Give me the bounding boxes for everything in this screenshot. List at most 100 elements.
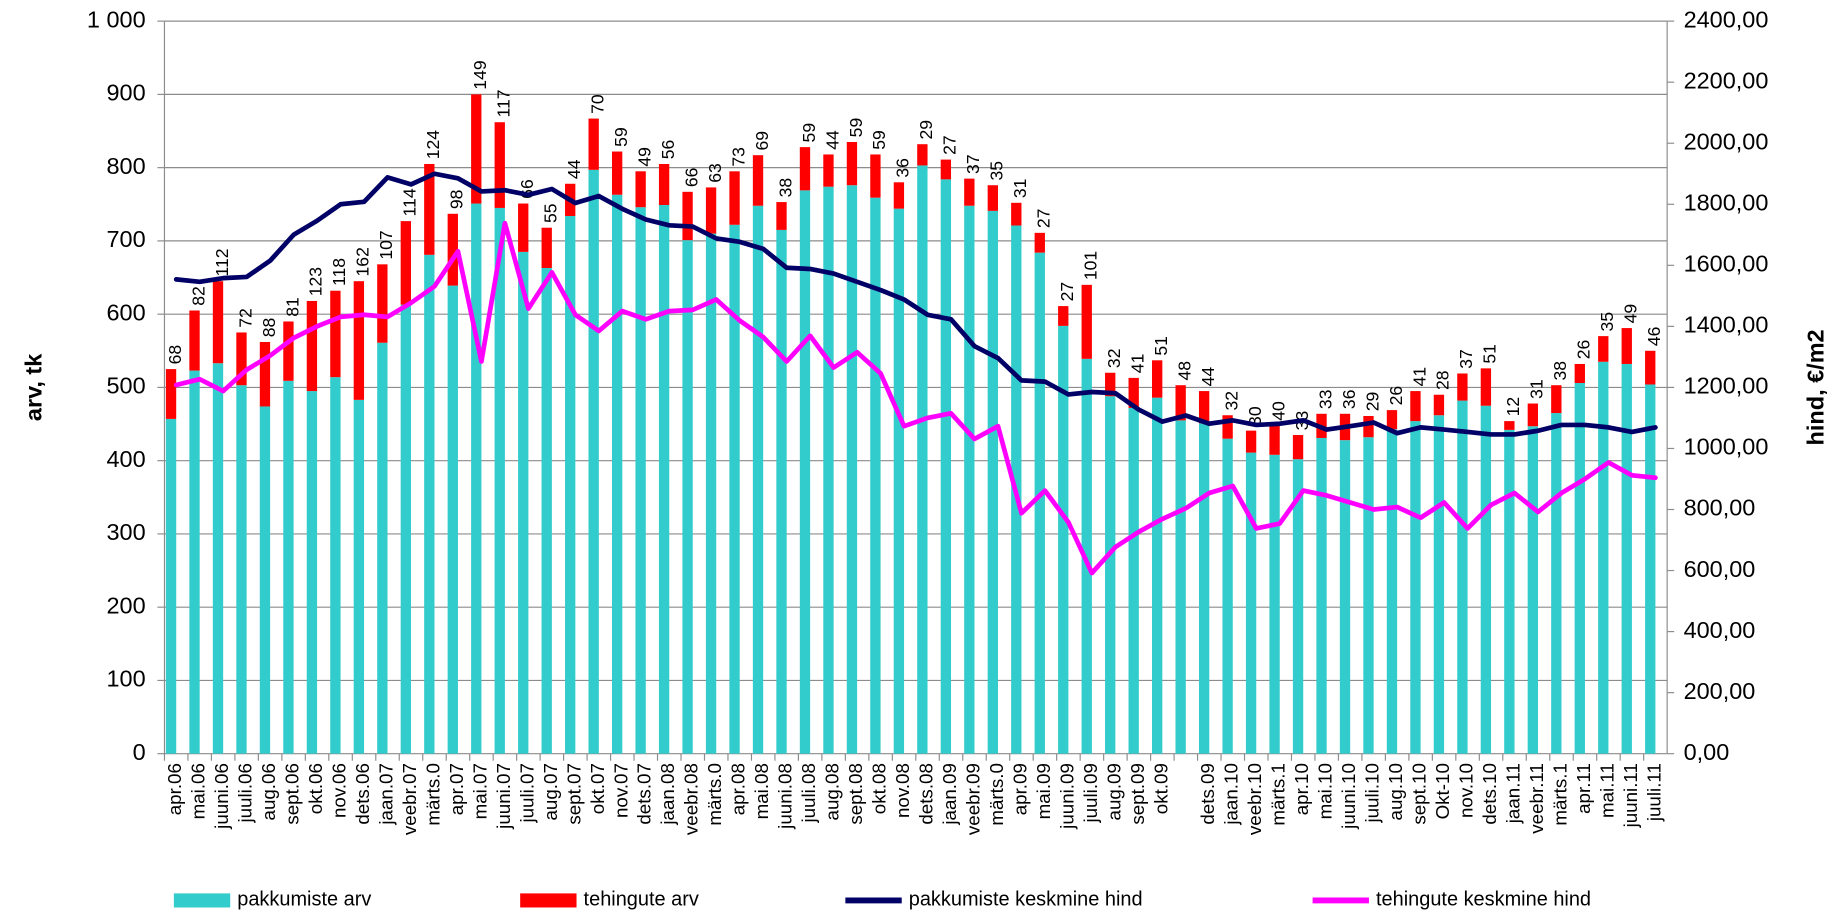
x-tick-label: aug.08 bbox=[822, 763, 843, 820]
bar bbox=[236, 332, 247, 386]
x-tick-label: apr.09 bbox=[1009, 763, 1030, 815]
bar bbox=[1410, 391, 1421, 422]
bar bbox=[424, 254, 435, 754]
x-tick-label: nov.07 bbox=[610, 763, 631, 818]
y2-tick-label: 200,00 bbox=[1684, 678, 1756, 704]
x-tick-label: juuli.09 bbox=[1080, 763, 1101, 823]
bar bbox=[189, 370, 200, 754]
data-label: 31 bbox=[1527, 379, 1547, 399]
data-label: 82 bbox=[188, 286, 208, 306]
bar bbox=[1128, 377, 1139, 408]
data-label: 12 bbox=[1503, 397, 1523, 417]
bar bbox=[799, 190, 811, 754]
data-label: 66 bbox=[681, 167, 701, 187]
bar bbox=[541, 227, 552, 269]
bar bbox=[1198, 423, 1210, 754]
x-tick-label: dets.07 bbox=[634, 763, 655, 825]
data-label: 70 bbox=[587, 94, 607, 114]
data-label: 32 bbox=[1221, 391, 1241, 411]
x-tick-label: veebr.11 bbox=[1526, 763, 1547, 834]
x-tick-label: juuni.06 bbox=[211, 763, 232, 830]
bar bbox=[1245, 452, 1257, 754]
bar bbox=[424, 163, 435, 255]
data-label: 38 bbox=[775, 178, 795, 198]
data-label: 37 bbox=[1456, 349, 1476, 369]
bar bbox=[870, 154, 881, 198]
bar bbox=[1574, 383, 1585, 754]
bar bbox=[1551, 413, 1562, 754]
bar bbox=[565, 215, 576, 754]
y-tick-label: 800 bbox=[107, 153, 146, 179]
x-tick-label: juuli.11 bbox=[1643, 763, 1664, 822]
x-tick-label: Okt-10 bbox=[1432, 763, 1453, 819]
x-tick-label: apr.10 bbox=[1291, 763, 1312, 815]
bar bbox=[494, 207, 505, 754]
bar bbox=[682, 240, 693, 754]
x-tick-label: juuni.07 bbox=[493, 763, 514, 830]
data-label: 162 bbox=[353, 247, 373, 276]
y-tick-label: 700 bbox=[107, 226, 146, 252]
legend-label: tehingute keskmine hind bbox=[1376, 889, 1591, 911]
data-label: 114 bbox=[400, 188, 420, 216]
bar bbox=[1011, 202, 1022, 226]
bar bbox=[518, 203, 529, 252]
bar bbox=[494, 122, 505, 208]
x-tick-label: aug.06 bbox=[258, 763, 279, 820]
x-tick-label: sept.07 bbox=[563, 763, 584, 825]
data-label: 59 bbox=[869, 130, 889, 150]
bar bbox=[1621, 328, 1632, 364]
x-tick-label: nov.08 bbox=[892, 763, 913, 818]
bar bbox=[1222, 415, 1233, 439]
bar bbox=[776, 229, 787, 754]
bar bbox=[353, 281, 365, 400]
x-tick-label: juuli.07 bbox=[516, 763, 537, 823]
x-tick-label: sept.09 bbox=[1127, 763, 1148, 825]
data-label: 44 bbox=[564, 159, 584, 179]
bar bbox=[1598, 336, 1609, 362]
data-label: 40 bbox=[1268, 401, 1288, 421]
bar bbox=[1433, 394, 1445, 416]
x-tick-label: juuni.11 bbox=[1620, 763, 1641, 828]
data-label: 73 bbox=[728, 147, 748, 167]
x-tick-label: juuli.10 bbox=[1362, 763, 1383, 823]
bar bbox=[940, 159, 952, 180]
x-tick-label: aug.10 bbox=[1385, 763, 1406, 820]
data-label: 149 bbox=[470, 60, 490, 89]
x-tick-label: jaan.09 bbox=[939, 763, 960, 826]
bar bbox=[165, 369, 177, 419]
data-label: 117 bbox=[494, 89, 514, 117]
x-tick-label: apr.07 bbox=[446, 763, 467, 815]
x-tick-label: sept.08 bbox=[845, 763, 866, 825]
bar bbox=[611, 194, 623, 754]
y2-axis-label: hind, €/m2 bbox=[1803, 329, 1829, 445]
x-tick-label: juuni.10 bbox=[1338, 763, 1359, 830]
bar bbox=[588, 118, 599, 170]
bar bbox=[635, 171, 646, 208]
y-tick-label: 100 bbox=[107, 666, 146, 692]
bar bbox=[1292, 435, 1304, 460]
x-tick-label: veebr.10 bbox=[1244, 763, 1265, 835]
bar bbox=[1034, 252, 1045, 754]
data-label: 112 bbox=[212, 248, 232, 276]
x-tick-label: märts.0 bbox=[422, 763, 443, 826]
data-label: 51 bbox=[1480, 344, 1500, 364]
bar bbox=[212, 363, 224, 754]
y2-tick-label: 1200,00 bbox=[1684, 373, 1769, 399]
bar bbox=[471, 203, 482, 754]
data-label: 27 bbox=[1034, 209, 1054, 229]
data-label: 29 bbox=[916, 120, 936, 140]
data-label: 56 bbox=[658, 139, 678, 159]
bar bbox=[1527, 403, 1539, 427]
bar bbox=[1410, 421, 1421, 754]
x-tick-label: veebr.08 bbox=[681, 763, 702, 835]
bar bbox=[846, 185, 858, 754]
data-label: 28 bbox=[1433, 370, 1453, 390]
bar bbox=[705, 233, 717, 754]
x-tick-label: mai.07 bbox=[469, 763, 490, 819]
legend-swatch bbox=[173, 893, 231, 908]
bar bbox=[189, 310, 200, 371]
bar bbox=[306, 300, 318, 392]
bar bbox=[1363, 437, 1374, 754]
data-label: 69 bbox=[752, 131, 772, 151]
bar bbox=[1316, 437, 1327, 754]
